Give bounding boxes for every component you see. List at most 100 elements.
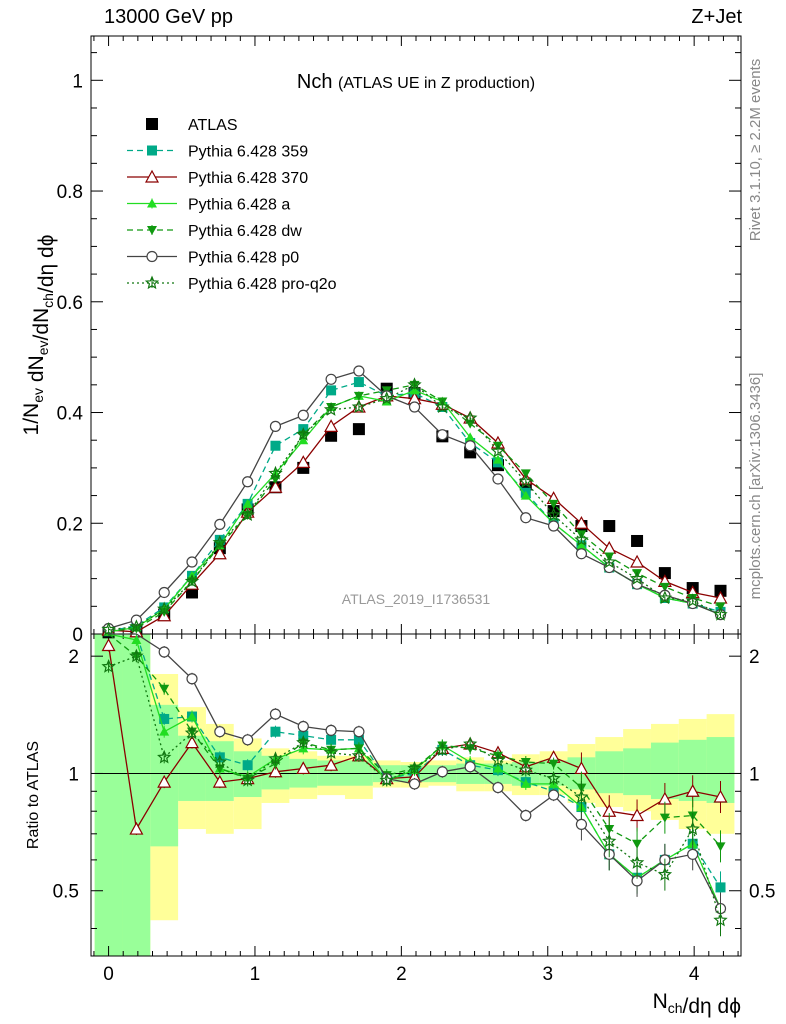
- marker-square: [715, 882, 726, 893]
- marker-triangle-open: [685, 784, 700, 797]
- marker-triangle-open: [268, 764, 283, 778]
- marker-star: [407, 760, 422, 775]
- marker-circle-open: [436, 766, 448, 778]
- marker-star: [240, 772, 255, 787]
- marker-circle-open: [687, 848, 699, 860]
- marker-square: [352, 423, 365, 436]
- marker-circle-open: [325, 373, 337, 385]
- y-tick-label: 0.2: [57, 514, 83, 535]
- x-axis-label: Nch/dη dϕ: [653, 990, 741, 1018]
- marker-star: [184, 725, 200, 740]
- marker-star: [157, 601, 172, 616]
- x-tick-label: 3: [542, 964, 553, 985]
- marker-triangle-open: [630, 808, 645, 822]
- mcplots-label: mcplots.cern.ch [arXiv:1306.3436]: [747, 373, 764, 600]
- marker-triangle-open: [574, 516, 589, 529]
- x-tick-label: 4: [689, 964, 700, 985]
- x-tick-label: 1: [250, 964, 261, 985]
- marker-square: [270, 440, 281, 451]
- marker-triangle: [187, 711, 198, 721]
- marker-circle-open: [408, 401, 421, 413]
- marker-star: [240, 507, 255, 522]
- ratio-y-tick-label: 0.5: [53, 882, 79, 903]
- marker-star: [296, 427, 311, 441]
- marker-circle-open: [214, 726, 226, 738]
- ratio-y-tick-label: 1: [68, 764, 79, 785]
- marker-circle-open: [186, 673, 198, 685]
- ratio-band-green: [623, 748, 651, 796]
- marker-circle-open: [464, 440, 476, 452]
- x-tick-label: 0: [103, 964, 114, 985]
- marker-square: [325, 429, 338, 442]
- marker-triangle-down: [548, 759, 559, 769]
- marker-star: [268, 751, 283, 765]
- marker-star: [101, 659, 116, 673]
- marker-star: [351, 748, 367, 762]
- marker-star: [629, 855, 645, 869]
- marker-triangle: [298, 435, 309, 445]
- marker-circle-open: [548, 520, 560, 532]
- marker-star: [157, 749, 172, 764]
- marker-square: [242, 760, 253, 771]
- analysis-label: ATLAS_2019_I1736531: [342, 591, 491, 607]
- marker-circle-open: [353, 726, 365, 738]
- marker-triangle-open: [324, 757, 339, 771]
- marker-triangle-down: [659, 582, 670, 592]
- marker-circle-open: [297, 409, 309, 421]
- marker-star: [184, 573, 200, 588]
- marker-star: [490, 752, 506, 767]
- marker-circle-open: [492, 781, 504, 794]
- ratio-band-green: [595, 751, 624, 794]
- marker-star: [657, 590, 673, 605]
- marker-triangle-down: [147, 226, 157, 235]
- marker-triangle-open: [630, 554, 645, 568]
- marker-triangle-down: [520, 469, 531, 479]
- marker-square: [353, 734, 364, 745]
- marker-star: [657, 867, 673, 881]
- marker-circle-open: [436, 429, 448, 441]
- ratio-y-tick-label: 2: [68, 647, 79, 668]
- marker-square: [270, 726, 281, 737]
- marker-triangle: [465, 432, 476, 442]
- marker-circle-open: [242, 734, 254, 746]
- marker-circle-open: [520, 809, 532, 822]
- marker-circle-open: [158, 646, 170, 658]
- marker-triangle-down: [353, 391, 364, 401]
- marker-square: [547, 505, 560, 518]
- rivet-label: Rivet 3.1.10, ≥ 2.2M events: [747, 59, 764, 242]
- header-process: Z+Jet: [691, 6, 742, 28]
- marker-triangle-open: [129, 821, 144, 835]
- legend-label-3: Pythia 6.428 a: [188, 197, 290, 214]
- marker-star: [518, 762, 533, 777]
- ratio-band-green: [122, 634, 151, 956]
- marker-star: [518, 474, 533, 488]
- marker-star: [490, 443, 506, 458]
- marker-star: [685, 821, 700, 836]
- marker-triangle: [159, 726, 170, 736]
- marker-star: [685, 593, 700, 607]
- plot-title: Nch (ATLAS UE in Z production): [297, 71, 535, 93]
- marker-square: [353, 377, 364, 388]
- marker-triangle-open: [212, 774, 227, 788]
- y-tick-label: 0.6: [57, 293, 83, 314]
- marker-circle-open: [492, 473, 504, 485]
- marker-star: [574, 789, 589, 804]
- legend-label-0: ATLAS: [188, 117, 238, 134]
- marker-star: [546, 507, 561, 522]
- marker-star: [129, 619, 144, 633]
- marker-square: [159, 713, 170, 724]
- marker-square: [147, 145, 157, 156]
- marker-star: [546, 771, 561, 785]
- marker-circle-open: [269, 708, 282, 720]
- marker-star: [713, 912, 728, 927]
- marker-circle-open: [242, 476, 254, 488]
- marker-circle-open: [186, 556, 198, 568]
- marker-triangle-down: [715, 842, 726, 852]
- marker-triangle: [492, 763, 503, 773]
- marker-star: [574, 532, 589, 546]
- y-tick-label: 0.8: [57, 182, 83, 203]
- marker-circle-open: [575, 818, 588, 831]
- marker-triangle-down: [659, 813, 670, 823]
- marker-square: [631, 534, 644, 547]
